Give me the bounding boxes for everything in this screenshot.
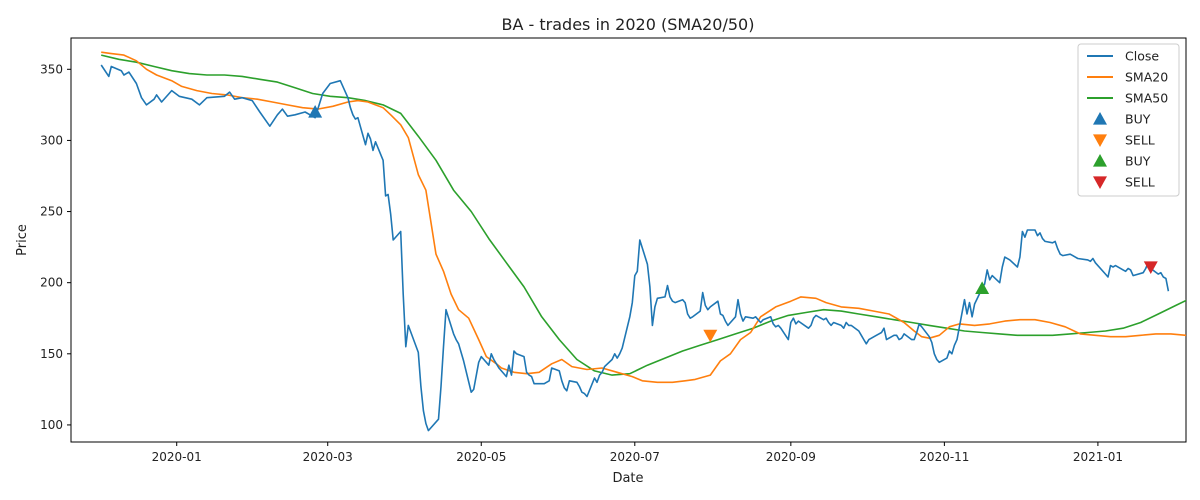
legend-item-close: Close [1087,49,1159,64]
plot-frame [70,37,1187,443]
legend-swatch [1093,176,1107,189]
legend-swatch [1093,154,1107,167]
legend-items: Close SMA20 SMA50 BUY SELL BUY SELL [1087,49,1168,190]
trade-marker-buy-1 [308,104,323,118]
x-axis: 2020-01 2020-03 2020-05 2020-07 2020-09 2020-… [152,442,1123,464]
trade-marker-sell-4 [1143,261,1158,275]
x-tick-label: 2020-01 [152,450,202,464]
legend-label: BUY [1125,112,1151,127]
legend-item-sell: SELL [1093,175,1155,190]
legend-item-sell: SELL [1093,133,1155,148]
series-line-close [100,64,1170,432]
y-tick-label: 350 [40,62,63,76]
x-tick-label: 2020-05 [456,450,506,464]
legend-swatch [1093,112,1107,125]
legend-item-sma20: SMA20 [1087,70,1168,85]
series-line-sma20 [101,51,1186,384]
legend-item-buy: BUY [1093,154,1151,169]
series-line-sma50 [101,54,1186,376]
legend-item-buy: BUY [1093,112,1151,127]
legend-box [1077,43,1180,197]
legend-label: SMA20 [1125,70,1168,85]
x-tick-label: 2020-11 [919,450,969,464]
legend-label: Close [1125,49,1159,64]
y-tick-label: 100 [40,418,63,432]
chart-title: BA - trades in 2020 (SMA20/50) [502,15,755,34]
marker-layer [308,104,1158,343]
y-axis-title: Price [15,224,30,256]
y-axis: 100 150 200 250 300 350 [40,62,71,432]
trade-marker-buy-3 [975,281,990,294]
y-tick-label: 200 [40,276,63,290]
y-tick-label: 300 [40,133,63,147]
x-tick-label: 2021-01 [1073,450,1123,464]
trade-marker-sell-2 [703,329,718,343]
legend-label: SELL [1125,133,1155,148]
series-layer [100,51,1186,432]
legend-swatch [1093,134,1107,147]
x-axis-title: Date [612,471,643,486]
legend: Close SMA20 SMA50 BUY SELL BUY SELL [1077,43,1180,197]
y-tick-label: 150 [40,347,63,361]
x-tick-label: 2020-07 [610,450,660,464]
legend-item-sma50: SMA50 [1087,91,1168,106]
plot-area [70,37,1187,443]
legend-label: SELL [1125,175,1155,190]
x-tick-label: 2020-09 [766,450,816,464]
legend-label: SMA50 [1125,91,1168,106]
y-tick-label: 250 [40,205,63,219]
x-tick-label: 2020-03 [303,450,353,464]
legend-label: BUY [1125,154,1151,169]
